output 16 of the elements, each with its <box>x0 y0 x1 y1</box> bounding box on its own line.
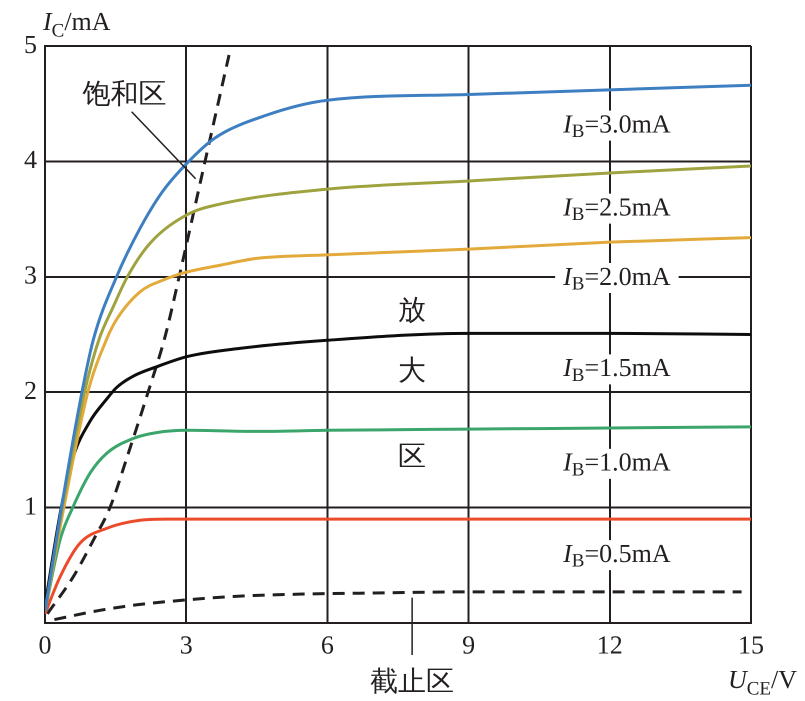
y-tick-label: 5 <box>24 30 37 59</box>
text: 放大区 <box>398 294 426 472</box>
x-tick-label: 9 <box>462 630 476 660</box>
line-series <box>45 425 751 613</box>
y-tick-label: 3 <box>24 260 37 290</box>
annotation: 饱和区 <box>82 79 167 110</box>
y-tick-label: 4 <box>24 145 37 174</box>
y-tick-label: 1 <box>24 491 37 520</box>
y-tick-label: 2 <box>24 376 37 406</box>
line-series <box>45 518 751 616</box>
x-tick-label: 6 <box>320 630 334 660</box>
annotation: 截止区 <box>370 666 454 698</box>
x-tick-label: 3 <box>180 630 193 660</box>
x-tick-label: 0 <box>38 630 52 660</box>
x-tick-label: 15 <box>738 630 764 660</box>
x-tick-label: 12 <box>596 630 623 660</box>
